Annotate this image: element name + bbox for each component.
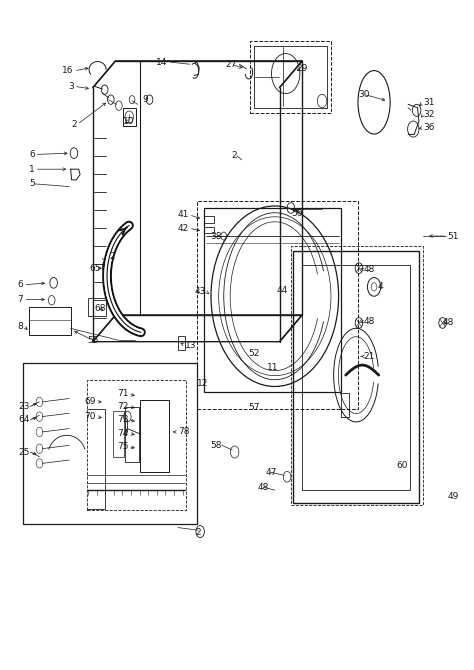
Text: 7: 7 [18,295,23,304]
Text: 11: 11 [267,362,278,372]
Bar [87,380,186,510]
Bar [204,208,341,392]
Bar [204,226,214,233]
Bar [293,251,419,503]
Text: 69: 69 [85,397,96,407]
Text: 12: 12 [197,379,209,388]
Text: 36: 36 [424,123,435,132]
Bar [250,41,330,113]
Text: 13: 13 [185,340,197,350]
Text: 6: 6 [29,150,35,159]
Text: 52: 52 [248,349,259,358]
Text: 74: 74 [117,429,128,438]
Text: 70: 70 [85,412,96,421]
Bar [125,407,139,462]
Text: 44: 44 [276,285,288,295]
Text: 48: 48 [443,318,454,328]
Text: 4: 4 [378,282,383,291]
Text: 47: 47 [265,468,277,476]
Text: 41: 41 [177,210,189,219]
Text: 1: 1 [29,165,35,174]
Bar [88,297,106,316]
Text: 64: 64 [18,415,30,424]
Text: 75: 75 [117,442,128,451]
Bar [140,400,169,472]
Text: 27: 27 [226,60,237,69]
Text: 21: 21 [364,352,375,361]
Text: 42: 42 [178,224,189,232]
Bar [23,363,197,523]
Text: 8: 8 [18,322,23,331]
Text: 2: 2 [72,120,77,129]
Text: 49: 49 [447,492,459,501]
Text: 55: 55 [87,336,99,345]
Bar [123,108,136,127]
Bar [113,411,124,457]
Text: 32: 32 [424,110,435,119]
Text: 73: 73 [117,415,128,424]
Text: 51: 51 [447,232,459,241]
Text: 58: 58 [210,441,222,450]
Text: 48: 48 [364,265,375,274]
Bar [197,201,357,409]
Text: 65: 65 [90,263,101,273]
Text: 71: 71 [117,389,128,399]
Text: 31: 31 [424,98,435,107]
Text: 23: 23 [18,402,30,411]
Text: 25: 25 [18,448,30,456]
Bar [178,336,184,350]
Text: 5: 5 [29,180,35,188]
Text: 38: 38 [210,232,221,241]
Text: 60: 60 [397,461,408,470]
Text: 9: 9 [142,95,148,104]
Text: 48: 48 [257,483,269,492]
Bar [29,307,71,335]
Bar [292,246,423,505]
Text: 50: 50 [292,209,303,218]
Text: 2: 2 [109,252,115,261]
Text: 48: 48 [364,317,375,326]
Text: 2: 2 [195,528,201,537]
Text: 78: 78 [178,427,190,436]
Bar [302,265,410,490]
Text: 68: 68 [94,304,106,313]
Text: 16: 16 [63,66,74,76]
Text: 10: 10 [123,117,134,125]
Text: 6: 6 [18,280,23,289]
Bar [204,216,214,222]
Text: 43: 43 [195,287,206,296]
Bar [254,46,327,108]
Text: 57: 57 [248,403,259,411]
Text: 2: 2 [231,151,237,160]
Text: 14: 14 [155,58,167,67]
Text: 3: 3 [68,82,74,90]
Text: 30: 30 [358,90,369,98]
Text: 29: 29 [297,64,308,74]
Text: 72: 72 [117,402,128,411]
Bar [341,393,349,417]
